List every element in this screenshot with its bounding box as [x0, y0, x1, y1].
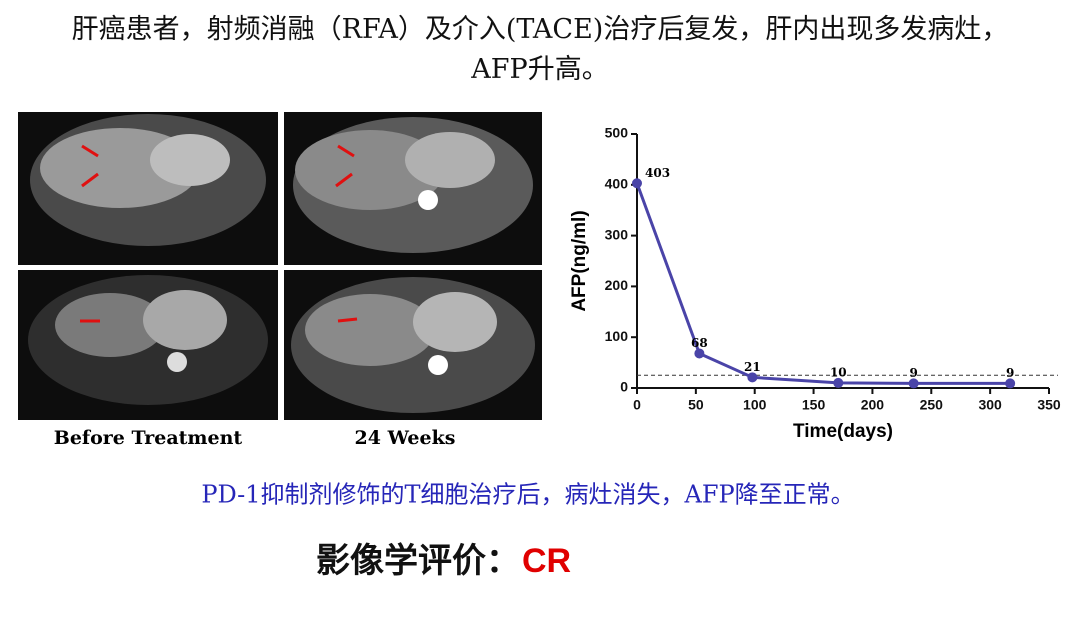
- mri-organ: [143, 290, 227, 350]
- data-label: 68: [691, 336, 708, 350]
- mri-vessel: [428, 355, 448, 375]
- data-label: 403: [645, 166, 670, 180]
- data-point: [694, 348, 705, 359]
- mri-organ: [405, 132, 495, 188]
- data-label: 9: [1006, 366, 1014, 380]
- y-tick-label: 500: [605, 125, 629, 141]
- data-point: [908, 378, 919, 389]
- y-tick-label: 0: [620, 379, 628, 395]
- data-label: 21: [744, 360, 761, 374]
- mri-vessel: [418, 190, 438, 210]
- data-label: 10: [830, 365, 847, 379]
- data-point: [747, 372, 758, 383]
- x-tick-label: 150: [802, 397, 826, 413]
- x-tick-label: 100: [743, 397, 767, 413]
- mri-organ: [413, 292, 497, 352]
- evaluation-value: CR: [522, 542, 571, 580]
- x-tick-label: 200: [861, 397, 885, 413]
- image-caption: 24 Weeks: [355, 427, 456, 449]
- mri-liver: [55, 293, 165, 357]
- x-axis-label: Time(days): [793, 421, 893, 442]
- mri-organ: [150, 134, 230, 186]
- mri-vessel: [167, 352, 187, 372]
- data-point: [1005, 378, 1016, 389]
- y-tick-label: 300: [605, 226, 629, 242]
- chart: 0 100 200 300 400 500 0 50 100 150 200 250 300 350 Tim…: [569, 125, 1061, 442]
- x-tick-label: 50: [688, 397, 704, 413]
- data-point: [632, 178, 642, 189]
- mri-liver: [305, 294, 435, 366]
- result-text: PD-1抑制剂修饰的T细胞治疗后，病灶消失，AFP降至正常。: [201, 481, 854, 509]
- data-line: [635, 182, 1011, 385]
- x-tick-label: 300: [978, 397, 1002, 413]
- arrow: [335, 172, 353, 188]
- arrow: [81, 172, 99, 188]
- evaluation-label: 影像学评价：: [316, 541, 520, 581]
- image-caption: Before Treatment: [54, 427, 243, 449]
- red-arrows: [80, 144, 358, 323]
- slide-title: 肝癌患者，射频消融（RFA）及介入(TACE)治疗后复发，肝内出现多发病灶，AF…: [71, 14, 1009, 85]
- y-tick-label: 400: [605, 176, 629, 192]
- mri-liver: [295, 130, 445, 210]
- y-tick-label: 100: [605, 328, 629, 344]
- y-tick-label: 200: [605, 277, 629, 293]
- arrow: [337, 144, 355, 158]
- mri-images: [18, 112, 542, 420]
- x-tick-label: 350: [1037, 397, 1061, 413]
- y-axis-label: AFP(ng/ml): [569, 210, 590, 311]
- x-tick-label: 0: [633, 397, 641, 413]
- data-label: 9: [909, 366, 917, 380]
- data-point: [833, 377, 844, 388]
- arrow: [337, 317, 358, 323]
- x-tick-label: 250: [920, 397, 944, 413]
- arrow: [81, 144, 99, 158]
